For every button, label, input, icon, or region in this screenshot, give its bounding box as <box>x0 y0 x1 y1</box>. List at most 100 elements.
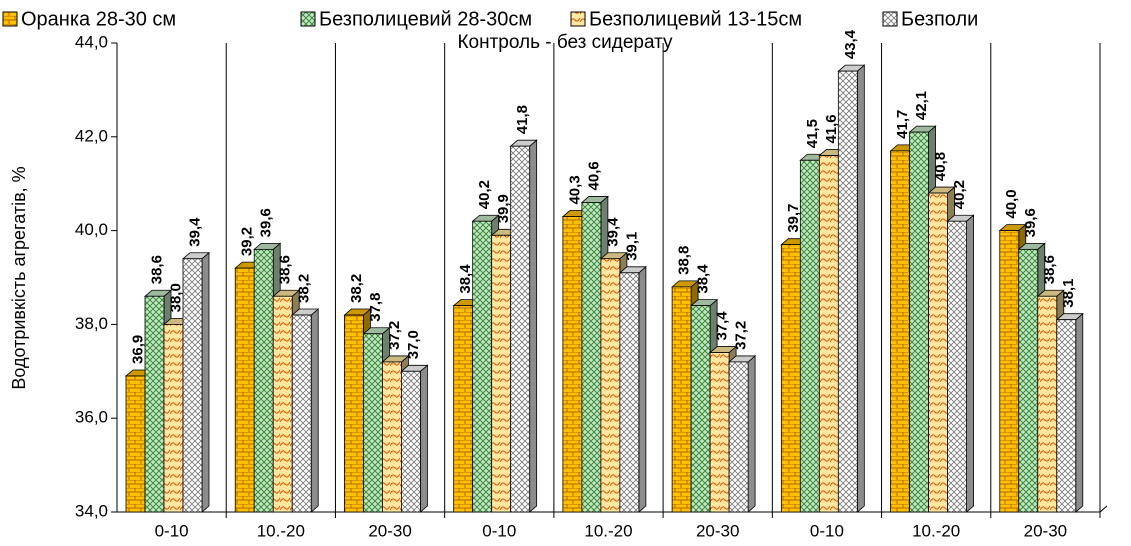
value-label: 37,0 <box>405 330 422 359</box>
value-label: 39,9 <box>495 194 512 223</box>
bar <box>472 220 493 513</box>
y-tick-label: 34,0 <box>75 501 108 520</box>
bar <box>344 314 364 513</box>
value-label: 43,4 <box>842 29 859 59</box>
value-label: 41,7 <box>894 110 911 139</box>
value-label: 39,6 <box>1022 208 1039 237</box>
value-label: 40,2 <box>951 180 968 209</box>
y-tick-label: 40,0 <box>75 220 108 239</box>
legend-swatch <box>2 11 18 27</box>
bar <box>999 230 1020 513</box>
value-label: 40,6 <box>585 161 602 190</box>
value-label: 37,8 <box>367 293 384 322</box>
bar <box>690 305 711 513</box>
value-label: 41,6 <box>823 114 840 143</box>
x-tick-label: 20-30 <box>368 521 411 540</box>
bar <box>163 323 184 513</box>
bar-side <box>747 355 756 513</box>
value-label: 38,4 <box>695 264 712 294</box>
value-label: 40,8 <box>932 152 949 181</box>
bar <box>728 361 749 513</box>
bar <box>837 70 858 513</box>
legend-label: Безполи <box>901 8 978 30</box>
value-label: 39,6 <box>258 208 275 237</box>
value-label: 40,2 <box>476 180 493 209</box>
legend-label: Безполицевий 28-30см <box>319 8 532 30</box>
legend-label: Оранка 28-30 см <box>21 8 176 30</box>
value-label: 38,2 <box>348 274 365 303</box>
legend-swatch <box>570 11 586 27</box>
bar <box>709 352 730 513</box>
value-label: 38,6 <box>277 255 294 284</box>
value-label: 40,0 <box>1003 189 1020 218</box>
value-label: 36,9 <box>129 335 146 364</box>
value-label: 37,4 <box>714 311 731 341</box>
bar-side <box>310 308 319 513</box>
y-tick-label: 36,0 <box>75 408 108 427</box>
bar <box>947 220 967 513</box>
value-label: 40,3 <box>566 175 583 204</box>
bar <box>818 155 839 513</box>
bar <box>491 234 512 513</box>
bar-side <box>201 251 210 513</box>
bar-side <box>638 265 647 513</box>
bar <box>182 258 203 513</box>
value-label: 39,2 <box>239 227 256 256</box>
bar <box>1018 248 1039 513</box>
value-label: 39,7 <box>785 203 802 232</box>
value-label: 38,1 <box>1060 279 1077 308</box>
value-label: 38,6 <box>1041 255 1058 284</box>
y-tick-label: 44,0 <box>75 32 108 51</box>
value-label: 38,0 <box>167 283 184 312</box>
bar-side <box>529 139 538 513</box>
value-label: 38,6 <box>148 255 165 284</box>
bar <box>562 216 583 513</box>
bar <box>234 267 255 513</box>
bar <box>510 145 531 513</box>
value-label: 41,5 <box>804 119 821 148</box>
bar <box>619 272 640 513</box>
x-tick-label: 0-10 <box>155 521 189 540</box>
value-label: 38,8 <box>676 246 693 275</box>
x-tick-label: 20-30 <box>696 521 739 540</box>
bar <box>581 202 602 513</box>
bar <box>253 248 274 513</box>
bar <box>780 244 801 513</box>
x-tick-label: 10.-20 <box>584 521 632 540</box>
value-label: 42,1 <box>913 91 930 120</box>
x-tick-label: 20-30 <box>1024 521 1067 540</box>
value-label: 38,2 <box>296 274 313 303</box>
bar <box>1056 319 1077 513</box>
legend-swatch <box>882 11 898 27</box>
bar <box>890 150 910 513</box>
x-tick-label: 10.-20 <box>912 521 960 540</box>
bar <box>671 286 692 513</box>
value-label: 37,2 <box>386 321 403 350</box>
chart-title: Контроль - без сидерату <box>457 32 673 53</box>
bar <box>1037 295 1058 513</box>
y-axis-label: Водотривкість агрегатів, % <box>9 166 29 389</box>
y-tick-label: 38,0 <box>75 314 108 333</box>
legend-label: Безполицевий 13-15см <box>589 8 802 30</box>
bar-side <box>420 364 428 513</box>
x-tick-label: 0-10 <box>810 521 844 540</box>
y-tick-label: 42,0 <box>75 126 108 145</box>
bar <box>401 370 421 513</box>
floor-edge <box>1099 505 1108 513</box>
bar <box>600 258 621 513</box>
bar-side <box>966 214 974 513</box>
bar <box>291 314 312 513</box>
bar <box>799 159 820 513</box>
value-label: 39,4 <box>604 217 621 247</box>
bar-side <box>856 64 865 513</box>
value-label: 38,4 <box>457 264 474 294</box>
bar-side <box>1075 312 1084 513</box>
value-label: 39,4 <box>186 217 203 247</box>
bar <box>363 333 383 513</box>
value-label: 39,1 <box>623 232 640 261</box>
bar <box>144 295 165 513</box>
bar <box>909 131 929 513</box>
bar <box>453 305 474 513</box>
bar <box>272 295 293 513</box>
